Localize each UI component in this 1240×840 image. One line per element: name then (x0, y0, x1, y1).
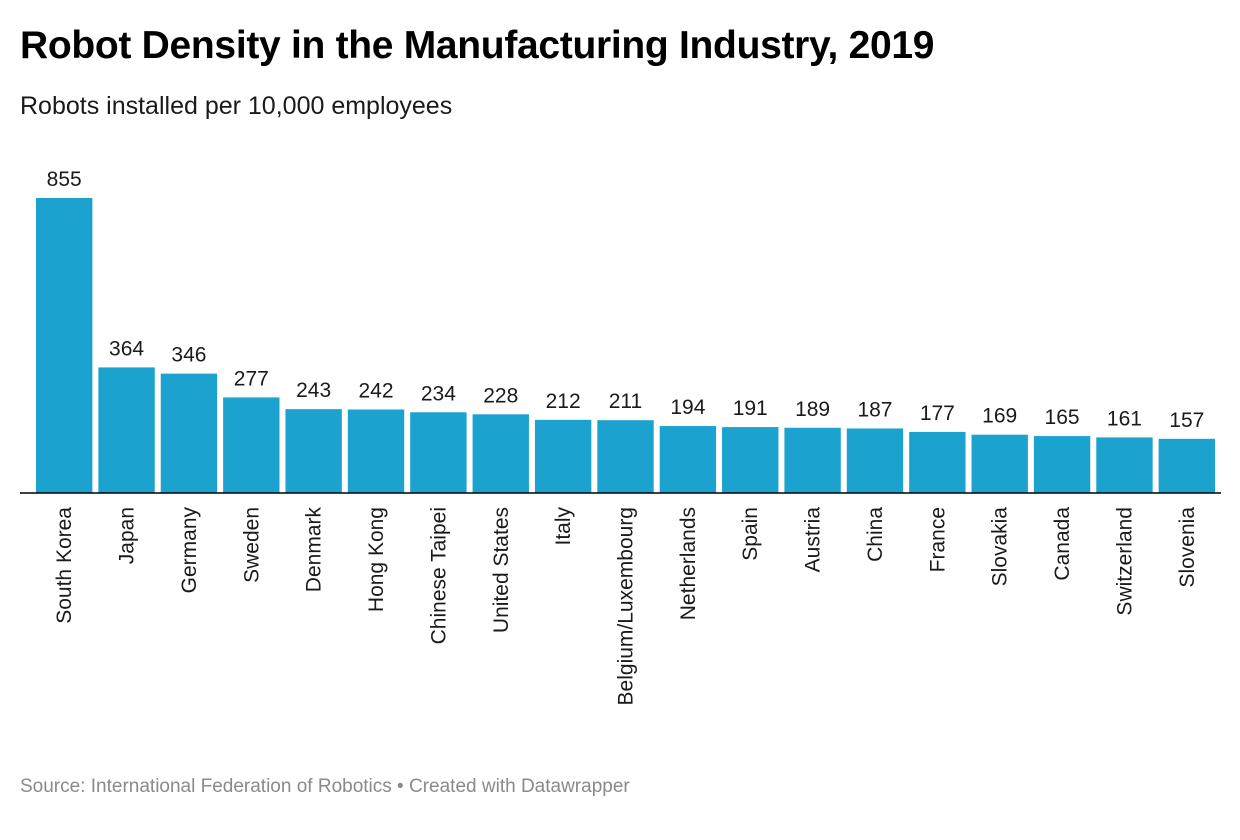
bar-value-label: 161 (1107, 407, 1142, 430)
category-label: Switzerland (1113, 507, 1136, 616)
bar-value-label: 855 (47, 168, 82, 191)
bar-value-label: 189 (795, 398, 830, 421)
bar (36, 198, 93, 493)
category-label: Canada (1051, 507, 1074, 581)
category-label: Slovakia (989, 507, 1012, 587)
bar (98, 367, 155, 493)
bar (534, 419, 592, 493)
bar-value-label: 194 (670, 396, 705, 419)
bar (909, 431, 966, 493)
bar-value-label: 169 (982, 405, 1017, 428)
bar (285, 409, 342, 493)
category-label: United States (490, 507, 513, 633)
category-label: Hong Kong (365, 507, 388, 612)
bar (223, 397, 280, 493)
category-label: Netherlands (677, 507, 700, 620)
chart-subtitle: Robots installed per 10,000 employees (20, 92, 453, 120)
bar (410, 412, 467, 493)
category-label: China (864, 507, 887, 562)
category-label: Italy (552, 507, 575, 546)
bar (472, 414, 529, 493)
chart-title: Robot Density in the Manufacturing Indus… (20, 24, 935, 67)
bar (659, 426, 717, 493)
category-label: Spain (739, 507, 762, 561)
footer-separator: • (391, 776, 409, 797)
bar-chart: 855 364 346 277 243 242 234 228 212 211 194 191 189 1… (20, 168, 1221, 706)
category-labels-group: South Korea Japan Germany Sweden Denmark Hong… (53, 507, 1199, 706)
bar-value-label: 364 (109, 337, 144, 360)
value-labels-group: 855 364 346 277 243 242 234 228 212 211 194 191 189 1… (47, 168, 1205, 432)
bar (1033, 436, 1091, 493)
bar-value-label: 177 (920, 402, 955, 425)
category-label: Belgium/Luxembourg (615, 507, 638, 705)
bar-value-label: 243 (296, 379, 331, 402)
credit-link[interactable]: Created with Datawrapper (409, 776, 630, 797)
bar-value-label: 346 (171, 344, 206, 367)
bar-value-label: 228 (483, 384, 518, 407)
bar (160, 373, 218, 493)
category-label: Germany (178, 507, 201, 594)
bar-value-label: 277 (234, 367, 269, 390)
category-label: Austria (802, 507, 825, 573)
bar-value-label: 212 (546, 390, 581, 413)
category-label: Japan (116, 507, 139, 564)
bar (846, 428, 904, 493)
bar-value-label: 211 (609, 390, 642, 413)
bar (1096, 437, 1153, 493)
chart-footer: Source: International Federation of Robo… (20, 774, 630, 800)
category-label: Chinese Taipei (427, 507, 450, 644)
category-label: South Korea (53, 507, 76, 624)
bar-value-label: 191 (733, 397, 768, 420)
bar (597, 420, 654, 493)
category-label: Sweden (240, 507, 263, 583)
bar-value-label: 234 (421, 382, 456, 405)
bar (784, 427, 841, 493)
bar (1158, 438, 1215, 493)
bar-value-label: 187 (857, 398, 892, 421)
bar-value-label: 157 (1169, 409, 1204, 432)
source-note: Source: International Federation of Robo… (20, 776, 392, 797)
category-label: France (926, 507, 949, 572)
category-label: Slovenia (1176, 507, 1199, 588)
bars-group (36, 198, 1215, 493)
bar (971, 434, 1028, 493)
bar (347, 409, 405, 493)
category-label: Denmark (303, 507, 326, 593)
bar-value-label: 242 (359, 380, 394, 403)
bar (722, 427, 779, 493)
bar-value-label: 165 (1045, 406, 1080, 429)
